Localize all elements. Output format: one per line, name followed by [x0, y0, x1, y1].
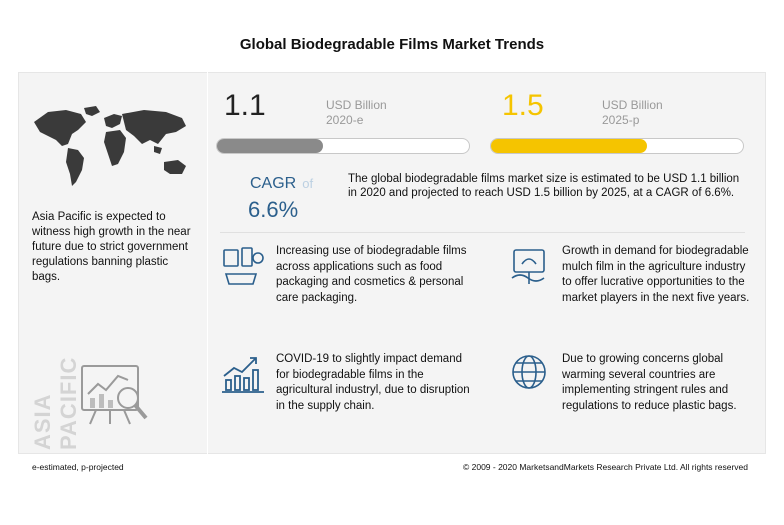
cagr-label: CAGR of: [250, 175, 313, 193]
region-column: [18, 72, 208, 454]
unit-label-2020: USD Billion: [326, 98, 387, 112]
bar-chart-icon: [222, 357, 264, 393]
region-description: Asia Pacific is expected to witness high…: [32, 211, 191, 283]
region-vertical-label: ASIA PACIFIC: [30, 356, 81, 450]
unit-label-2025: USD Billion: [602, 98, 663, 112]
year-label-2025: 2025-p: [602, 113, 640, 127]
bar-2025: [490, 138, 744, 154]
value-2020: 1.1: [224, 89, 266, 122]
divider: [220, 232, 745, 233]
footer-note: e-estimated, p-projected: [32, 462, 124, 472]
chart-title: Global Biodegradable Films Market Trends: [239, 36, 545, 53]
bar-2020: [216, 138, 470, 154]
globe-icon: [512, 355, 546, 389]
footer-copyright: © 2009 - 2020 MarketsandMarkets Research…: [462, 462, 748, 472]
cagr-text: CAGR: [250, 175, 297, 192]
unit-2020: USD Billion 2020-e: [326, 98, 387, 128]
cagr-value: 6.6%: [248, 197, 299, 222]
mulch-film-icon: [511, 249, 545, 284]
unit-2025: USD Billion 2025-p: [602, 98, 663, 128]
cagr-of-text: of: [302, 176, 314, 191]
trend-point-1: Increasing use of biodegradable films ac…: [276, 245, 467, 304]
trend-point-2: Growth in demand for biodegradable mulch…: [562, 245, 750, 304]
world-map-icon: [34, 106, 186, 186]
trend-point-3: COVID-19 to slightly impact demand for b…: [276, 353, 470, 412]
market-summary: The global biodegradable films market si…: [348, 173, 740, 199]
bar-2020-fill: [217, 139, 323, 153]
year-label-2020: 2020-e: [326, 113, 364, 127]
trend-point-4: Due to growing concerns global warming s…: [562, 353, 737, 412]
food-packaging-icon: [223, 247, 264, 285]
value-2025: 1.5: [502, 89, 544, 122]
analytics-magnifier-icon: [81, 365, 148, 425]
bar-2025-fill: [491, 139, 648, 153]
